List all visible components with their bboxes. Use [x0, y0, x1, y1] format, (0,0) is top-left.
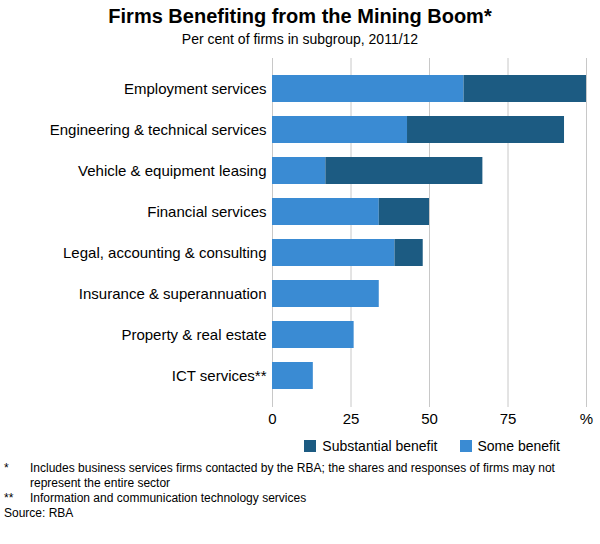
svg-text:Insurance & superannuation: Insurance & superannuation	[79, 285, 267, 302]
svg-text:Vehicle & equipment leasing: Vehicle & equipment leasing	[78, 162, 266, 179]
svg-text:25: 25	[343, 410, 360, 427]
svg-text:Legal, accounting & consulting: Legal, accounting & consulting	[63, 244, 266, 261]
html-text:Per cent of firms in subgroup,: Per cent of firms in subgroup, 2011/12	[181, 31, 419, 47]
html-text:Source: RBA: Source: RBA	[4, 506, 74, 520]
svg-text:ICT services**: ICT services**	[172, 367, 267, 384]
svg-text:Employment services: Employment services	[124, 80, 267, 97]
html-text:Information and communication: Information and communication technology…	[30, 491, 307, 505]
svg-text:75: 75	[500, 410, 517, 427]
html-text:Includes business services fir: Includes business services firms contact…	[30, 461, 555, 490]
svg-text:Financial services: Financial services	[147, 203, 266, 220]
html-text:Substantial benefit: Substantial benefit	[322, 438, 438, 454]
svg-text:%: %	[580, 410, 593, 427]
svg-text:Property & real estate: Property & real estate	[121, 326, 266, 343]
html-text:Some benefit: Some benefit	[477, 438, 560, 454]
html-text:Firms Benefiting from the Mini: Firms Benefiting from the Mining Boom*	[108, 5, 492, 27]
svg-text:Engineering & technical servic: Engineering & technical services	[50, 121, 267, 138]
svg-text:50: 50	[421, 410, 438, 427]
svg-text:0: 0	[268, 410, 276, 427]
